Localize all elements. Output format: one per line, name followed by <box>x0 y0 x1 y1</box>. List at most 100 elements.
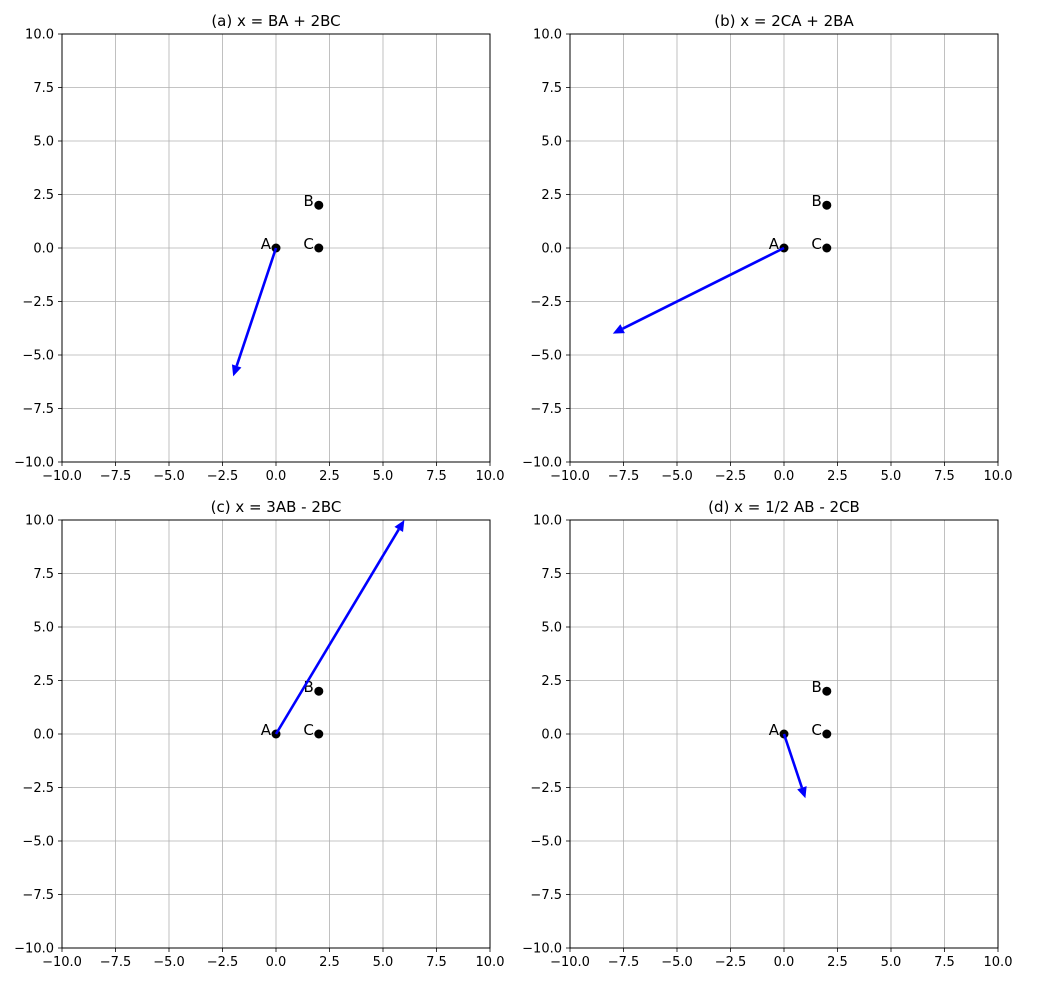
y-tick-label: 7.5 <box>541 81 562 96</box>
axes-frame <box>569 33 999 463</box>
y-tick-label: 10.0 <box>25 28 54 43</box>
x-tick-label: −10.0 <box>550 469 590 484</box>
x-tick-label: 5.0 <box>373 469 394 484</box>
y-tick-label: −7.5 <box>530 402 562 417</box>
x-tick-label: 0.0 <box>266 469 287 484</box>
point-c <box>822 729 832 739</box>
x-tick-label: −7.5 <box>100 469 132 484</box>
y-tick-label: 2.5 <box>541 188 562 203</box>
x-tick-label: 2.5 <box>319 469 340 484</box>
x-tick-label: −5.0 <box>661 469 693 484</box>
x-tick-label: 7.5 <box>934 469 955 484</box>
point-label-c: C <box>811 235 821 253</box>
y-tick-label: 0.0 <box>33 242 54 257</box>
vector-arrowhead <box>231 364 242 377</box>
point-label-c: C <box>303 235 313 253</box>
point-label-a: A <box>769 721 780 739</box>
x-tick-label: −7.5 <box>608 955 640 970</box>
x-tick-label: 7.5 <box>934 955 955 970</box>
x-tick-label: 2.5 <box>827 469 848 484</box>
x-tick-label: −2.5 <box>715 955 747 970</box>
x-tick-label: 10.0 <box>984 469 1013 484</box>
x-tick-label: −5.0 <box>153 469 185 484</box>
point-label-b: B <box>812 192 822 210</box>
vector-shaft <box>235 247 278 367</box>
y-tick-label: 10.0 <box>25 514 54 529</box>
y-tick-label: −2.5 <box>530 295 562 310</box>
x-tick-label: 2.5 <box>319 955 340 970</box>
y-tick-label: −2.5 <box>22 295 54 310</box>
point-b <box>822 686 832 696</box>
subplot-title: (a) x = BA + 2BC <box>211 12 340 30</box>
x-tick-label: 0.0 <box>266 955 287 970</box>
y-tick-label: −2.5 <box>530 781 562 796</box>
y-tick-label: 5.0 <box>541 135 562 150</box>
y-tick-label: −10.0 <box>14 942 54 957</box>
y-tick-label: 2.5 <box>541 674 562 689</box>
x-tick-label: 2.5 <box>827 955 848 970</box>
y-tick-label: 2.5 <box>33 674 54 689</box>
x-tick-label: −7.5 <box>100 955 132 970</box>
point-label-b: B <box>304 678 314 696</box>
x-tick-label: 5.0 <box>881 955 902 970</box>
y-tick-label: 7.5 <box>33 567 54 582</box>
axes-frame <box>569 519 999 949</box>
y-tick-label: 2.5 <box>33 188 54 203</box>
subplot-c: −10.0 −7.5 −5.0 −2.5 0.0 2.5 5.0 7.5 10.0 −10.0 −7… <box>14 498 504 970</box>
y-tick-label: −5.0 <box>530 835 562 850</box>
y-tick-label: 7.5 <box>33 81 54 96</box>
y-tick-label: 0.0 <box>541 242 562 257</box>
point-b <box>314 686 324 696</box>
x-tick-label: −2.5 <box>207 469 239 484</box>
y-tick-label: 0.0 <box>33 728 54 743</box>
axes-frame <box>61 33 491 463</box>
point-c <box>822 243 832 253</box>
y-tick-label: −5.0 <box>22 349 54 364</box>
x-tick-label: 0.0 <box>774 469 795 484</box>
vector-arrowhead <box>797 786 807 799</box>
point-label-a: A <box>261 721 272 739</box>
subplot-title: (b) x = 2CA + 2BA <box>714 12 854 30</box>
subplot-title: (d) x = 1/2 AB - 2CB <box>708 498 860 516</box>
y-tick-label: −5.0 <box>22 835 54 850</box>
x-tick-label: 10.0 <box>476 955 505 970</box>
y-tick-label: 5.0 <box>541 621 562 636</box>
x-tick-label: −2.5 <box>207 955 239 970</box>
x-tick-label: 10.0 <box>476 469 505 484</box>
x-tick-label: −10.0 <box>42 955 82 970</box>
x-tick-label: −7.5 <box>608 469 640 484</box>
vector-shaft <box>622 246 785 330</box>
point-label-c: C <box>811 721 821 739</box>
y-tick-label: 7.5 <box>541 567 562 582</box>
point-b <box>822 200 832 210</box>
y-tick-label: −10.0 <box>522 456 562 471</box>
y-tick-label: 5.0 <box>33 135 54 150</box>
point-label-c: C <box>303 721 313 739</box>
point-c <box>314 729 324 739</box>
x-tick-label: −10.0 <box>550 955 590 970</box>
y-tick-label: −10.0 <box>14 456 54 471</box>
y-tick-label: −5.0 <box>530 349 562 364</box>
subplot-title: (c) x = 3AB - 2BC <box>211 498 342 516</box>
point-label-b: B <box>812 678 822 696</box>
vector-arrowhead <box>394 520 405 532</box>
y-tick-label: −7.5 <box>22 888 54 903</box>
point-label-a: A <box>261 235 272 253</box>
x-tick-label: 10.0 <box>984 955 1013 970</box>
x-tick-label: 5.0 <box>373 955 394 970</box>
subplot-d: −10.0 −7.5 −5.0 −2.5 0.0 2.5 5.0 7.5 10.0 −10.0 −7… <box>522 498 1012 970</box>
x-tick-label: −2.5 <box>715 469 747 484</box>
x-tick-label: 0.0 <box>774 955 795 970</box>
axes-frame <box>61 519 491 949</box>
subplot-a: −10.0 −7.5 −5.0 −2.5 0.0 2.5 5.0 7.5 10.0 −10.0 −7… <box>14 12 504 484</box>
subplot-b: −10.0 −7.5 −5.0 −2.5 0.0 2.5 5.0 7.5 10.0 −10.0 −7… <box>522 12 1012 484</box>
point-b <box>314 200 324 210</box>
y-tick-label: 0.0 <box>541 728 562 743</box>
vector-shaft <box>274 528 400 735</box>
x-tick-label: 7.5 <box>426 955 447 970</box>
point-label-b: B <box>304 192 314 210</box>
vector-arrowhead <box>612 324 625 334</box>
y-tick-label: 10.0 <box>533 28 562 43</box>
vector-shaft <box>782 733 804 789</box>
